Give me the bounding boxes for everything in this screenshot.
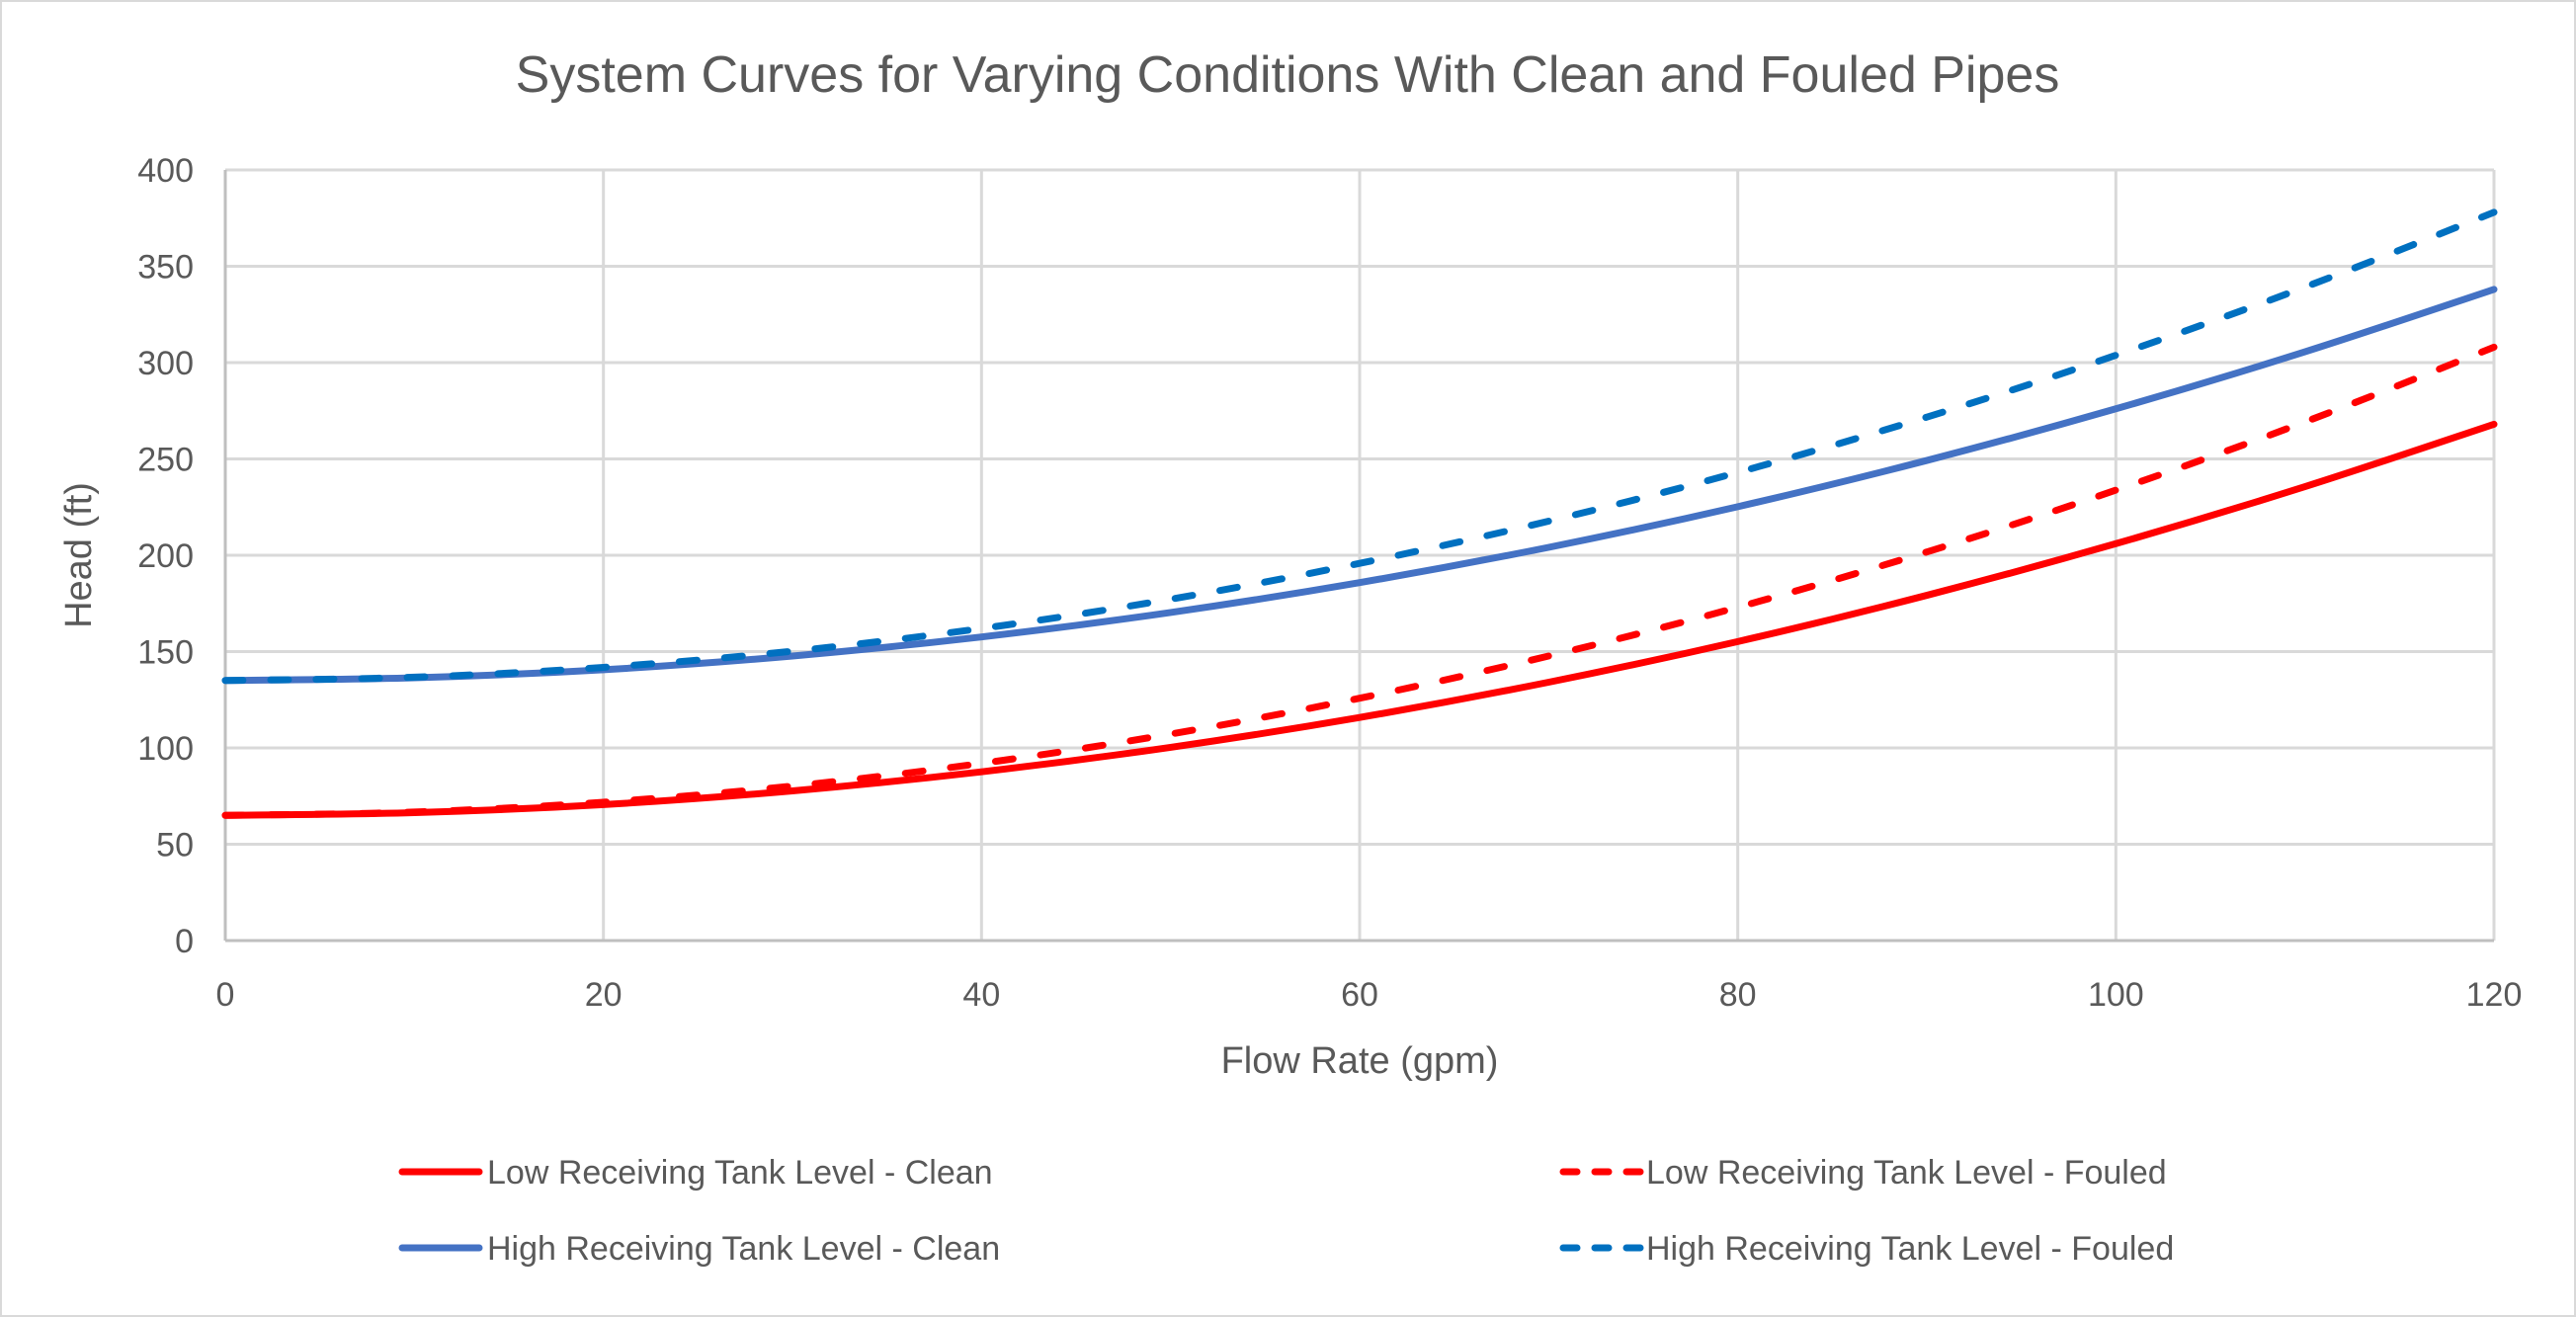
legend-label: Low Receiving Tank Level - Fouled xyxy=(1646,1154,2167,1192)
y-tick-label: 300 xyxy=(137,345,194,382)
x-tick-label: 100 xyxy=(2088,976,2144,1014)
y-tick-label: 200 xyxy=(137,537,194,575)
y-tick-label: 350 xyxy=(137,249,194,287)
y-tick-label: 250 xyxy=(137,442,194,479)
x-tick-label: 120 xyxy=(2466,976,2523,1014)
y-tick-label: 150 xyxy=(137,634,194,672)
legend-item: Low Receiving Tank Level - Clean xyxy=(398,1154,993,1192)
series-lines xyxy=(221,208,2498,819)
legend-item: Low Receiving Tank Level - Fouled xyxy=(1559,1154,2167,1192)
x-tick-label: 40 xyxy=(962,976,1000,1014)
chart-title: System Curves for Varying Conditions Wit… xyxy=(516,46,2060,104)
y-tick-label: 0 xyxy=(175,923,194,960)
gridlines xyxy=(225,168,2496,941)
x-tick-label: 20 xyxy=(585,976,623,1014)
y-tick-label: 400 xyxy=(137,152,194,190)
x-tick-label: 60 xyxy=(1341,976,1378,1014)
legend-label: High Receiving Tank Level - Clean xyxy=(487,1230,1000,1268)
legend-item: High Receiving Tank Level - Fouled xyxy=(1559,1230,2174,1268)
series-line-low-receiving-tank-level-fouled xyxy=(221,343,2498,819)
legend-label: High Receiving Tank Level - Fouled xyxy=(1646,1230,2174,1268)
y-tick-label: 100 xyxy=(137,730,194,768)
x-axis-title: Flow Rate (gpm) xyxy=(1221,1040,1499,1082)
series-line-high-receiving-tank-level-fouled xyxy=(221,208,2498,685)
x-tick-label: 80 xyxy=(1719,976,1757,1014)
x-tick-labels: 0 20 40 60 80 100 120 xyxy=(216,976,2523,1014)
x-tick-label: 0 xyxy=(216,976,235,1014)
legend-item: High Receiving Tank Level - Clean xyxy=(398,1230,1000,1268)
legend: Low Receiving Tank Level - Clean Low Rece… xyxy=(398,1154,2174,1268)
legend-label: Low Receiving Tank Level - Clean xyxy=(487,1154,993,1192)
y-tick-labels: 0 50 100 150 200 250 300 350 400 xyxy=(137,152,194,960)
y-axis-title: Head (ft) xyxy=(58,482,100,628)
y-tick-label: 50 xyxy=(156,827,194,864)
